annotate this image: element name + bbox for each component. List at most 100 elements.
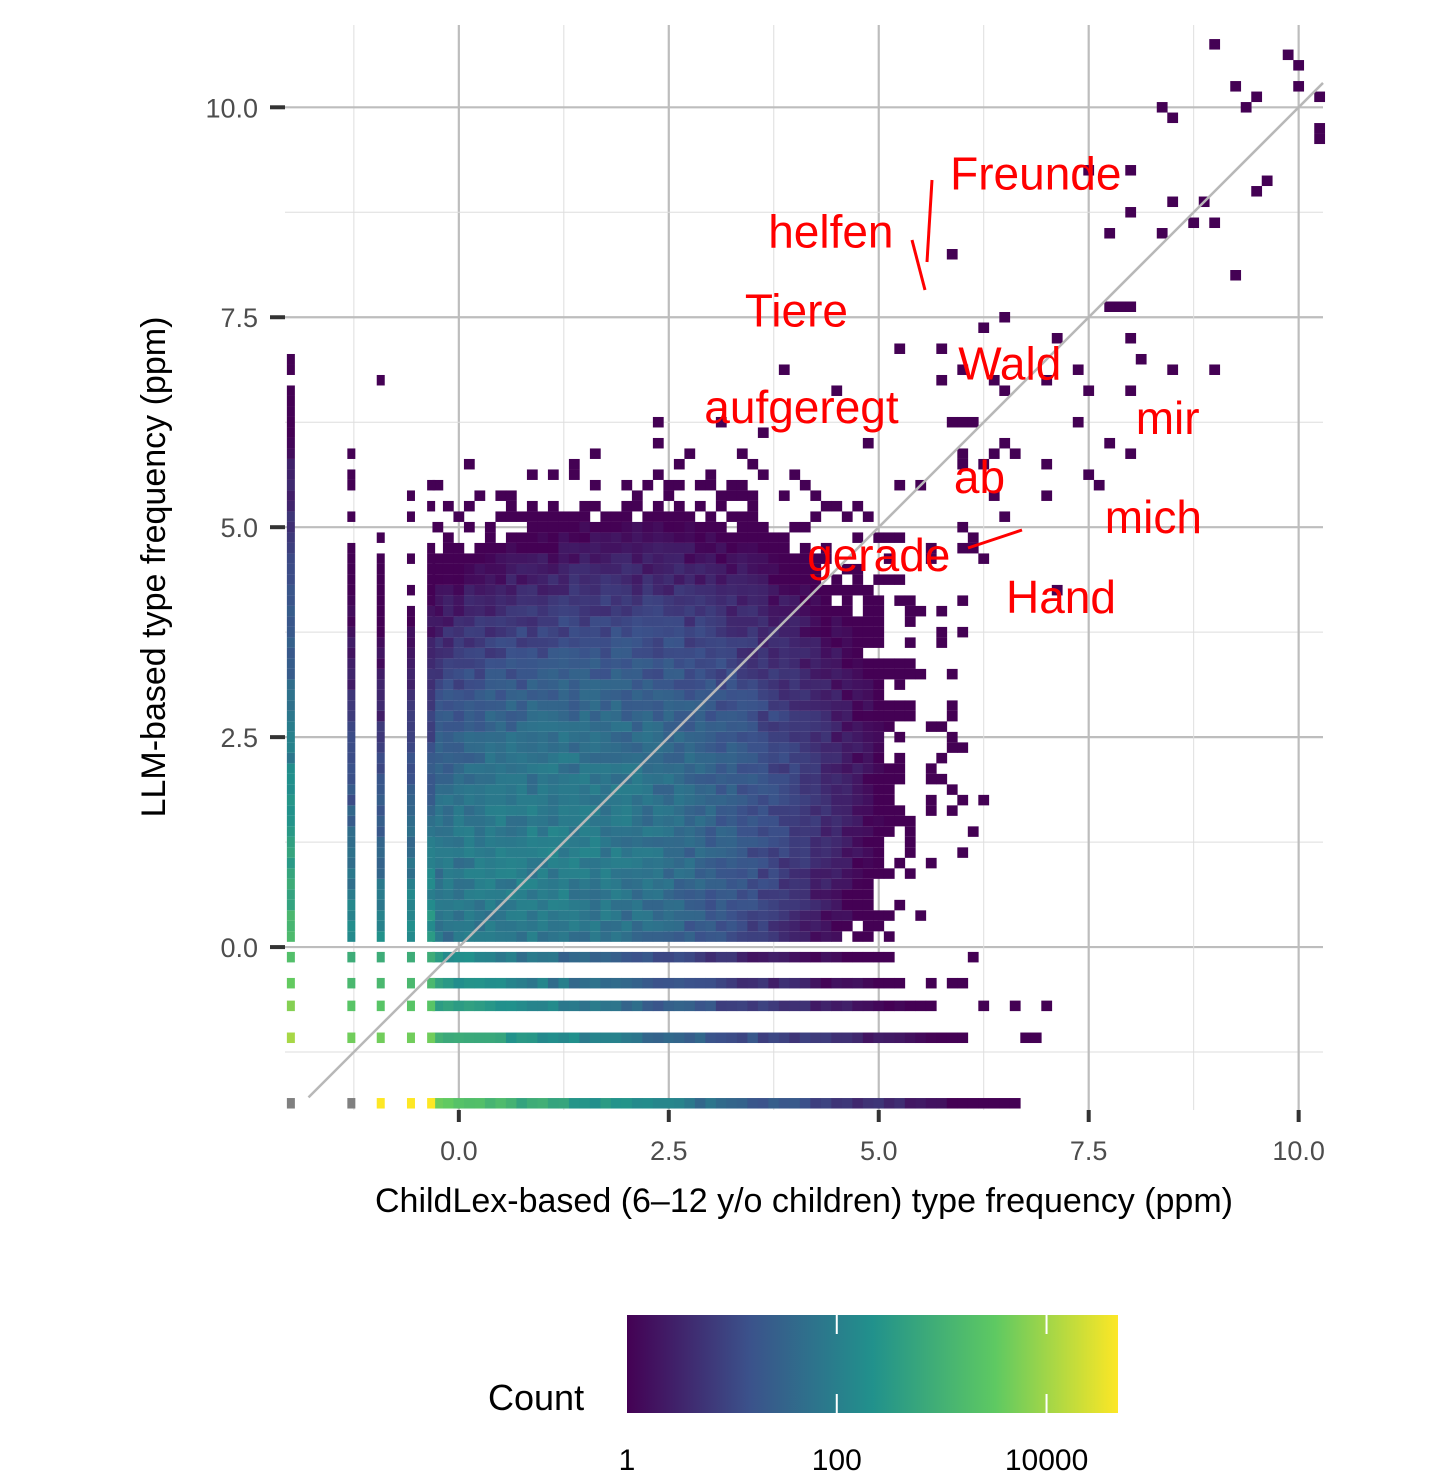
heatmap-cell: [600, 721, 612, 732]
heatmap-cell: [453, 553, 465, 564]
heatmap-cell: [778, 977, 790, 989]
heatmap-cell: [715, 521, 727, 533]
heatmap-cell: [736, 742, 748, 753]
heatmap-cell: [705, 637, 717, 648]
heatmap-cell: [789, 784, 801, 795]
heatmap-cell: [904, 1032, 916, 1044]
heatmap-cell: [684, 920, 696, 932]
heatmap-cell: [820, 878, 832, 890]
heatmap-cell: [432, 637, 444, 648]
heatmap-cell: [904, 836, 916, 848]
heatmap-cell: [442, 553, 454, 564]
heatmap-cell: [589, 773, 601, 785]
heatmap-cell: [505, 584, 517, 596]
heatmap-cell: [463, 500, 475, 512]
heatmap-cell: [694, 836, 706, 848]
heatmap-cell: [526, 794, 538, 806]
heatmap-cell: [757, 710, 769, 722]
heatmap-cell: [726, 826, 738, 837]
heatmap-cell: [736, 826, 748, 837]
heatmap-cell: [810, 1000, 822, 1012]
heatmap-cell: [652, 910, 664, 921]
heatmap-cell: [453, 511, 465, 522]
heatmap-cell: [663, 700, 675, 711]
heatmap-cell: [600, 553, 612, 564]
heatmap-cell: [852, 977, 864, 989]
heatmap-cell: [757, 1000, 769, 1012]
heatmap-cell: [820, 553, 832, 564]
heatmap-cell: [621, 920, 633, 932]
heatmap-cell: [663, 563, 675, 575]
heatmap-cell: [663, 490, 675, 501]
heatmap-cell: [474, 1000, 486, 1012]
heatmap-cell: [484, 595, 496, 606]
heatmap-cell: [726, 1098, 738, 1109]
heatmap-cell: [799, 794, 811, 806]
heatmap-cell: [673, 731, 685, 743]
heatmap-cell: [453, 826, 465, 837]
heatmap-cell: [427, 616, 436, 627]
heatmap-cell: [831, 931, 843, 942]
heatmap-cell: [286, 857, 295, 869]
heatmap-cell: [778, 595, 790, 606]
heatmap-cell: [1104, 437, 1116, 449]
heatmap-cell: [810, 815, 822, 827]
heatmap-cell: [757, 920, 769, 932]
heatmap-cell: [579, 836, 591, 848]
heatmap-cell: [883, 721, 895, 732]
heatmap-cell: [610, 847, 622, 858]
heatmap-cell: [831, 584, 843, 596]
heatmap-cell: [376, 616, 385, 627]
heatmap-cell: [642, 868, 654, 879]
heatmap-cell: [694, 868, 706, 879]
heatmap-cell: [799, 584, 811, 596]
heatmap-cell: [663, 910, 675, 921]
heatmap-cell: [631, 731, 643, 743]
heatmap-cell: [286, 385, 295, 396]
heatmap-cell: [579, 910, 591, 921]
heatmap-cell: [894, 1032, 906, 1044]
heatmap-cell: [610, 616, 622, 627]
heatmap-cell: [621, 731, 633, 743]
heatmap-cell: [621, 647, 633, 659]
heatmap-cell: [589, 584, 601, 596]
heatmap-cell: [705, 868, 717, 879]
heatmap-cell: [631, 805, 643, 816]
heatmap-cell: [862, 731, 874, 743]
heatmap-cell: [347, 752, 356, 764]
heatmap-cell: [558, 710, 570, 722]
heatmap-cell: [610, 826, 622, 837]
heatmap-cell: [406, 815, 415, 827]
heatmap-cell: [376, 951, 385, 963]
heatmap-cell: [715, 542, 727, 554]
heatmap-cell: [442, 752, 454, 764]
heatmap-cell: [663, 763, 675, 774]
colorbar-tick-label: 10000: [1005, 1444, 1088, 1477]
heatmap-cell: [820, 616, 832, 627]
heatmap-cell: [873, 857, 885, 869]
word-annotations: FreundehelfenTiereaufgeregtWaldmirabmich…: [704, 148, 1202, 623]
heatmap-cell: [726, 532, 738, 543]
heatmap-cell: [736, 731, 748, 743]
heatmap-cell: [516, 931, 528, 942]
heatmap-cell: [558, 679, 570, 690]
heatmap-cell: [600, 658, 612, 669]
heatmap-cell: [621, 710, 633, 722]
heatmap-cell: [537, 553, 549, 564]
heatmap-cell: [684, 700, 696, 711]
heatmap-cell: [589, 605, 601, 617]
heatmap-cell: [474, 763, 486, 774]
heatmap-cell: [736, 763, 748, 774]
heatmap-cell: [376, 563, 385, 575]
heatmap-cell: [684, 521, 696, 533]
heatmap-cell: [736, 931, 748, 942]
heatmap-cell: [768, 784, 780, 795]
heatmap-cell: [1125, 301, 1137, 312]
heatmap-cell: [967, 951, 979, 963]
heatmap-cell: [537, 563, 549, 575]
heatmap-cell: [852, 731, 864, 743]
heatmap-cell: [799, 878, 811, 890]
heatmap-cell: [610, 805, 622, 816]
heatmap-cell: [978, 794, 990, 806]
heatmap-cell: [427, 878, 436, 890]
